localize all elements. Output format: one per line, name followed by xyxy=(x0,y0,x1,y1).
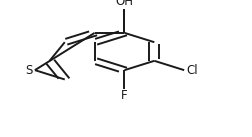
Text: Cl: Cl xyxy=(185,64,197,77)
Text: F: F xyxy=(121,89,127,102)
Text: S: S xyxy=(25,64,33,77)
Text: OH: OH xyxy=(115,0,133,8)
